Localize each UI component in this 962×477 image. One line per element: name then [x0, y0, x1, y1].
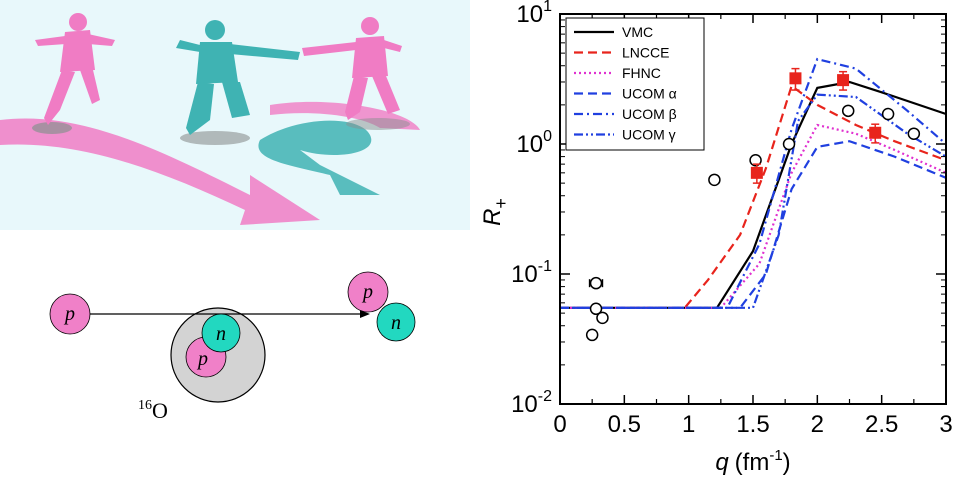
circle-data-point — [907, 127, 921, 140]
shadow-middle — [180, 131, 250, 145]
circle-data-point — [589, 276, 603, 290]
x-axis-unit-base: (fm — [735, 449, 770, 476]
circle-data-point — [749, 153, 762, 167]
y-axis-variable: R — [479, 209, 506, 226]
circle-data-point — [596, 311, 609, 325]
series-line-2 — [560, 123, 946, 309]
legend-label-3: UCOM α — [622, 86, 677, 102]
y-tick-label: 101 — [516, 0, 552, 28]
teal-figure-middle — [176, 20, 300, 135]
series-line-3 — [560, 140, 946, 309]
shadow-right — [346, 118, 410, 130]
circle-data-point — [782, 137, 796, 151]
ejected-proton — [347, 271, 389, 313]
legend-label-1: LNCCE — [622, 45, 669, 61]
shadow-left — [32, 122, 72, 134]
x-axis-unit-exp: -1 — [769, 447, 782, 464]
x-tick-label: 0 — [553, 411, 566, 438]
knockout-diagram: p p n 16O p n — [49, 271, 416, 423]
x-tick-label: 0.5 — [608, 411, 641, 438]
legend-label-4: UCOM β — [622, 106, 677, 122]
x-tick-label: 1.5 — [736, 411, 769, 438]
y-tick-label: 100 — [516, 128, 552, 158]
legend-box — [565, 17, 705, 151]
ratio-chart: 0 0.5 1 1.5 2 2.5 3 10-2 10-1 100 101 VMC LNCCE FHNC… — [479, 0, 953, 476]
chart-legend: VMC LNCCE FHNC UCOM α UCOM β UCOM γ — [565, 17, 705, 151]
series-line-5 — [560, 93, 946, 309]
x-axis-label: q (fm-1) — [715, 447, 790, 476]
series-line-4 — [560, 57, 946, 309]
ejected-neutron-label: n — [391, 312, 401, 334]
square-data-point — [837, 74, 850, 87]
pink-figure-right — [302, 17, 402, 120]
x-tick-label: 2 — [811, 411, 824, 438]
square-data-point — [869, 126, 882, 139]
bound-proton-label: p — [196, 348, 208, 370]
circle-data-point — [589, 302, 603, 316]
square-data-point — [750, 166, 763, 179]
legend-label-5: UCOM γ — [622, 127, 676, 143]
x-tick-label: 2.5 — [865, 411, 898, 438]
pink-arrow — [0, 118, 320, 225]
nucleus-label: 16O — [138, 398, 168, 423]
x-tick-label: 3 — [939, 411, 952, 438]
circle-data-point — [708, 173, 721, 187]
incoming-proton-label: p — [63, 303, 75, 325]
x-tick-label: 1 — [682, 411, 695, 438]
circle-data-point — [841, 104, 855, 118]
circle-data-point — [585, 328, 599, 342]
bound-neutron — [201, 313, 241, 353]
nucleus-superscript: 16 — [138, 398, 152, 413]
nucleus-symbol: O — [152, 398, 168, 423]
chart-ticks: 0 0.5 1 1.5 2 2.5 3 10-2 10-1 100 101 — [511, 0, 953, 438]
x-axis-variable: q — [715, 449, 729, 476]
ejected-proton-label: p — [361, 281, 373, 303]
legend-label-0: VMC — [622, 24, 653, 40]
bound-neutron-label: n — [216, 323, 226, 345]
legend-label-2: FHNC — [622, 65, 661, 81]
y-axis-label: R+ — [479, 198, 511, 226]
square-data-point — [789, 72, 802, 85]
incoming-proton — [49, 293, 91, 335]
ejected-neutron — [376, 302, 416, 342]
x-axis-unit-close: ) — [783, 449, 791, 476]
pink-figure-left — [35, 13, 115, 125]
series-line-0 — [560, 80, 946, 309]
y-tick-label: 10-2 — [511, 388, 552, 418]
teal-arrow — [258, 120, 380, 195]
y-axis-subscript: + — [491, 198, 511, 209]
dancers-illustration — [0, 0, 470, 230]
circle-data-point — [881, 107, 895, 121]
trajectory-arrowhead — [360, 310, 370, 318]
y-tick-label: 10-1 — [511, 258, 552, 288]
chart-points — [585, 67, 921, 342]
